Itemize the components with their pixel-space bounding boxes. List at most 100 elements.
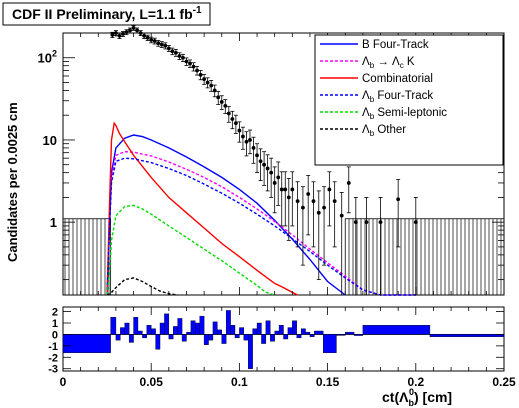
data-point-52 xyxy=(295,199,300,204)
data-point-44 xyxy=(265,166,270,171)
residual-bar-53 xyxy=(429,334,505,337)
series-line-1 xyxy=(106,150,416,296)
legend-label-1: Λb → Λc K xyxy=(362,56,415,70)
residual-bar-14 xyxy=(168,334,174,340)
residual-bar-47 xyxy=(314,330,324,335)
data-point-50 xyxy=(286,195,291,200)
residual-ytick-label-4: -2 xyxy=(48,352,58,364)
data-point-20 xyxy=(181,55,185,60)
residual-bar-2 xyxy=(115,334,121,341)
residual-bar-28 xyxy=(230,325,236,335)
x-axis-label-sub: b xyxy=(408,398,414,408)
data-point-12 xyxy=(152,39,157,43)
residual-bar-42 xyxy=(292,320,297,335)
legend: B Four-Track Λb → Λc K Combinatorial Λb Fou… xyxy=(314,34,504,166)
residual-bar-19 xyxy=(190,320,196,335)
data-point-37 xyxy=(241,134,245,139)
x-axis-label-prefix: ct( xyxy=(382,389,399,405)
residual-plot: 210-1-2-3 0 0.05 0.1 0.15 0.2 0.25 xyxy=(48,306,516,389)
data-point-64 xyxy=(378,220,383,225)
residual-bar-18 xyxy=(186,331,192,335)
data-point-4 xyxy=(124,30,129,35)
legend-label-part: Λ xyxy=(362,90,370,102)
data-point-13 xyxy=(156,41,161,46)
data-point-28 xyxy=(209,83,214,88)
data-point-38 xyxy=(244,139,249,144)
residual-bar-43 xyxy=(296,334,302,339)
legend-label-sub: c xyxy=(400,61,404,70)
y-axis-label: Candidates per 0.0025 cm xyxy=(5,102,20,262)
residual-bar-26 xyxy=(221,334,227,344)
residual-bar-39 xyxy=(278,325,284,335)
data-point-0 xyxy=(110,32,115,37)
residual-bar-20 xyxy=(195,322,200,335)
main-ytick-label-2: 1 xyxy=(50,215,57,230)
data-point-55 xyxy=(311,199,316,204)
error-band-1 xyxy=(344,218,505,296)
series-line-2 xyxy=(106,121,298,296)
residual-ytick-label-3: -1 xyxy=(48,341,58,353)
data-point-58 xyxy=(327,187,332,192)
residual-y-ticks: 210-1-2-3 xyxy=(48,307,504,376)
data-point-48 xyxy=(279,187,284,192)
residual-ytick-label-0: 2 xyxy=(52,307,58,319)
title-text: CDF II Preliminary, L=1.1 fb-1 xyxy=(12,5,202,22)
title-sup: -1 xyxy=(193,5,202,16)
residual-xtick-label-2: 0.1 xyxy=(231,375,248,389)
data-point-39 xyxy=(248,138,252,142)
residual-bar-25 xyxy=(217,329,222,335)
residual-bar-31 xyxy=(243,334,249,341)
data-point-49 xyxy=(283,187,288,192)
title-box: CDF II Preliminary, L=1.1 fb-1 xyxy=(2,2,211,26)
residual-bar-34 xyxy=(256,322,262,335)
legend-label-sub: b xyxy=(370,129,375,138)
data-point-40 xyxy=(251,146,256,150)
main-data-points xyxy=(110,25,418,296)
residual-bar-36 xyxy=(265,320,271,335)
main-ytick-exp: 2 xyxy=(52,49,57,59)
residual-bar-12 xyxy=(159,322,165,335)
data-point-65 xyxy=(396,197,401,202)
data-point-10 xyxy=(145,35,150,40)
residual-bar-3 xyxy=(120,327,125,335)
residual-bar-30 xyxy=(239,327,245,335)
data-point-34 xyxy=(230,117,235,121)
residual-bar-29 xyxy=(234,334,240,339)
data-point-25 xyxy=(198,72,203,77)
legend-label-0: B Four-Track xyxy=(362,39,429,51)
residual-ytick-label-2: 0 xyxy=(52,329,58,341)
residual-bar-50 xyxy=(345,331,355,335)
data-point-9 xyxy=(142,33,147,38)
data-point-31 xyxy=(219,100,224,104)
residual-bar-1 xyxy=(110,317,117,335)
legend-label-part: Λ xyxy=(362,107,370,119)
data-point-2 xyxy=(117,33,122,38)
data-point-66 xyxy=(413,220,418,225)
x-axis-label: ct(Λb0) [cm] xyxy=(382,387,452,408)
residual-bar-10 xyxy=(150,328,156,335)
residual-bar-13 xyxy=(164,313,170,335)
residual-bar-40 xyxy=(283,334,289,340)
legend-label-part: Four-Track xyxy=(374,90,433,102)
series-line-5 xyxy=(106,277,178,296)
data-point-51 xyxy=(290,187,295,192)
legend-label-part: Other xyxy=(374,124,406,136)
main-error-band xyxy=(62,218,505,296)
data-point-8 xyxy=(138,31,143,35)
main-ytick-base: 1 xyxy=(50,215,57,230)
residual-bar-37 xyxy=(270,334,275,342)
residual-bar-17 xyxy=(181,334,187,342)
data-point-7 xyxy=(135,28,139,33)
data-point-43 xyxy=(262,162,266,167)
data-point-47 xyxy=(276,175,281,180)
data-point-17 xyxy=(170,49,175,54)
residual-bar-52 xyxy=(362,325,431,335)
data-point-33 xyxy=(226,111,231,116)
data-point-21 xyxy=(184,59,189,64)
residual-bar-5 xyxy=(128,334,134,343)
residual-bar-44 xyxy=(300,328,306,335)
residual-bar-7 xyxy=(137,330,143,335)
residual-bar-8 xyxy=(142,334,147,339)
data-point-42 xyxy=(258,159,263,164)
